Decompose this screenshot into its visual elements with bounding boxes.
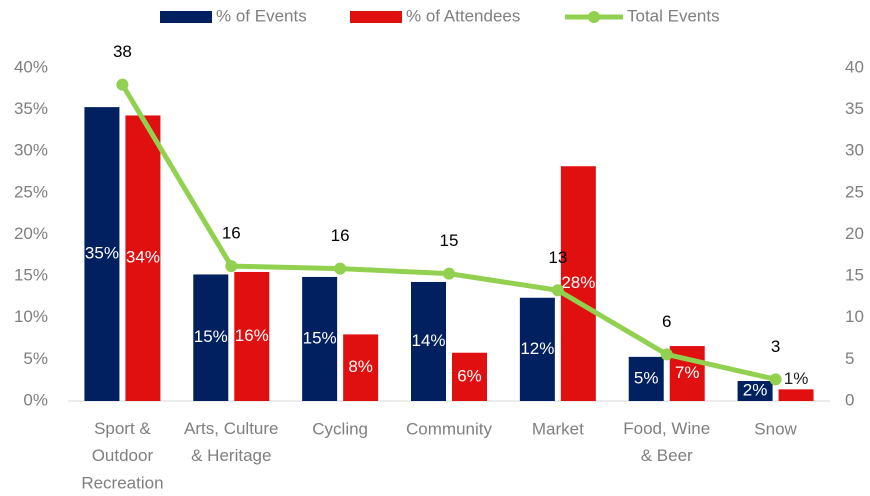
data-label: 6 bbox=[662, 312, 671, 331]
y2-tick-label: 5 bbox=[845, 349, 854, 368]
data-label: 16 bbox=[331, 226, 350, 245]
x-tick-label: Market bbox=[532, 419, 584, 438]
y2-tick-label: 40 bbox=[845, 57, 864, 76]
y-tick-label: 40% bbox=[14, 57, 48, 76]
bar bbox=[234, 271, 270, 401]
legend-label: % of Attendees bbox=[406, 6, 520, 25]
data-label: 15% bbox=[303, 328, 337, 347]
bar bbox=[560, 166, 596, 401]
y-tick-label: 10% bbox=[14, 307, 48, 326]
data-label: 15 bbox=[440, 231, 459, 250]
bar bbox=[343, 334, 379, 401]
x-tick-label: Sport & Outdoor Recreation bbox=[81, 419, 163, 492]
data-label: 3 bbox=[771, 337, 780, 356]
data-label: 8% bbox=[348, 357, 373, 376]
bar bbox=[628, 356, 664, 401]
y-tick-label: 30% bbox=[14, 141, 48, 160]
line-point bbox=[769, 373, 782, 386]
x-tick-label: Community bbox=[406, 419, 492, 438]
line-point bbox=[225, 260, 238, 273]
data-label: 16% bbox=[235, 326, 269, 345]
data-label: 13 bbox=[548, 248, 567, 267]
legend-label: % of Events bbox=[216, 6, 307, 25]
y2-tick-label: 0 bbox=[845, 390, 854, 409]
y-tick-label: 5% bbox=[23, 349, 48, 368]
bar bbox=[452, 352, 487, 401]
bar bbox=[193, 274, 229, 401]
line-point bbox=[551, 284, 564, 297]
bar bbox=[519, 297, 555, 401]
data-label: 2% bbox=[743, 380, 768, 399]
bar bbox=[411, 281, 446, 401]
data-label: 6% bbox=[457, 366, 482, 385]
x-tick-label: Snow bbox=[754, 419, 797, 438]
data-label: 15% bbox=[194, 327, 228, 346]
data-label: 5% bbox=[634, 368, 659, 387]
y2-tick-label: 35 bbox=[845, 99, 864, 118]
y2-tick-label: 25 bbox=[845, 182, 864, 201]
y2-tick-label: 30 bbox=[845, 141, 864, 160]
y2-tick-label: 20 bbox=[845, 224, 864, 243]
bar bbox=[737, 381, 773, 401]
y2-tick-label: 15 bbox=[845, 266, 864, 285]
data-label: 35% bbox=[85, 244, 119, 263]
data-label: 12% bbox=[520, 339, 554, 358]
x-tick-label: Food, Wine & Beer bbox=[623, 419, 710, 465]
line-point bbox=[334, 262, 347, 275]
data-label: 16 bbox=[222, 224, 241, 243]
line-point bbox=[443, 267, 455, 280]
line-point bbox=[660, 348, 673, 361]
bar bbox=[125, 115, 161, 401]
x-tick-label: Arts, Culture & Heritage bbox=[184, 419, 278, 465]
legend-swatch bbox=[588, 11, 600, 23]
bar bbox=[302, 276, 338, 401]
y-tick-label: 15% bbox=[14, 266, 48, 285]
data-label: 34% bbox=[126, 248, 160, 267]
bar bbox=[778, 389, 814, 401]
y2-tick-label: 10 bbox=[845, 307, 864, 326]
x-tick-label: Cycling bbox=[312, 419, 368, 438]
legend-label: Total Events bbox=[627, 6, 720, 25]
data-label: 1% bbox=[784, 369, 809, 388]
data-label: 38 bbox=[113, 42, 132, 61]
y-tick-label: 25% bbox=[14, 182, 48, 201]
y-tick-label: 20% bbox=[14, 224, 48, 243]
data-label: 14% bbox=[411, 331, 445, 350]
data-label: 28% bbox=[561, 273, 595, 292]
legend-swatch bbox=[160, 11, 212, 23]
y-tick-label: 0% bbox=[23, 390, 48, 409]
line-point bbox=[116, 78, 129, 91]
bar bbox=[84, 107, 120, 401]
y-tick-label: 35% bbox=[14, 99, 48, 118]
data-label: 7% bbox=[675, 363, 700, 382]
legend-swatch bbox=[350, 11, 402, 23]
